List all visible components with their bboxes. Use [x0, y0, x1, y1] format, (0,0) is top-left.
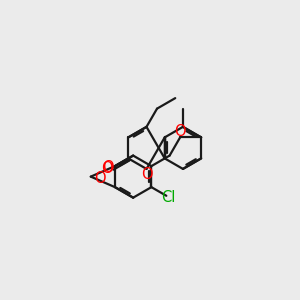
Text: O: O	[94, 171, 106, 186]
Text: O: O	[141, 167, 152, 182]
Text: O: O	[102, 160, 113, 175]
Text: O: O	[101, 161, 113, 176]
Text: O: O	[174, 124, 186, 139]
Text: Cl: Cl	[161, 190, 176, 206]
